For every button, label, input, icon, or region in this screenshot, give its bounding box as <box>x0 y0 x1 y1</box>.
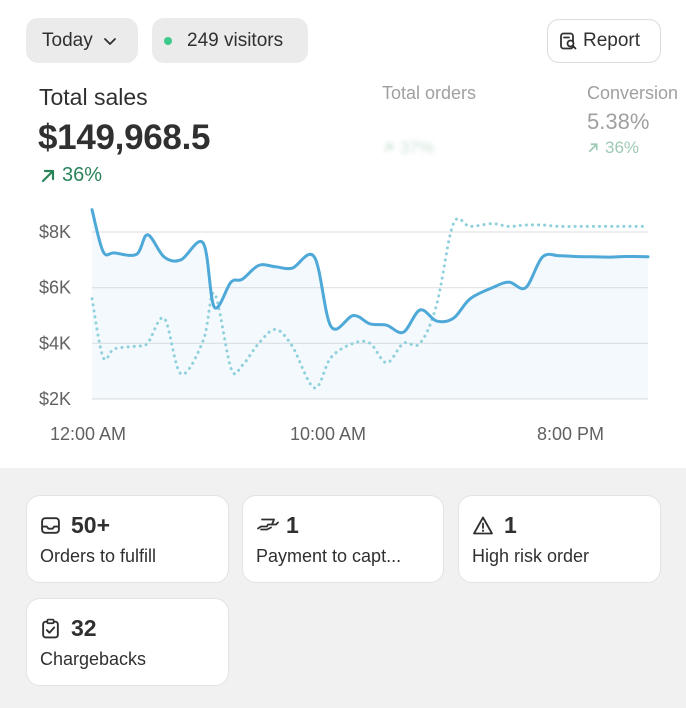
report-button[interactable]: Report <box>547 19 661 63</box>
orders-to-fulfill-card[interactable]: 50+ Orders to fulfill <box>26 495 229 583</box>
sales-series-line <box>90 208 650 335</box>
y-tick-label: $2K <box>39 389 71 409</box>
primary-series-area <box>92 209 648 399</box>
payment-hand-icon <box>257 518 279 531</box>
orders-to-fulfill-count: 50+ <box>71 512 111 538</box>
date-filter-label: Today <box>42 29 93 51</box>
high-risk-order-count: 1 <box>504 512 517 538</box>
report-label: Report <box>583 30 641 51</box>
orders-to-fulfill-label: Orders to fulfill <box>40 546 157 566</box>
analytics-panel: Today 249 visitors Report Total sales $1… <box>0 18 686 460</box>
live-status-dot <box>164 36 172 45</box>
sales-line-chart[interactable]: $2K $4K $6K $8K 12:00 AM 10:00 AM 8:00 PM <box>0 200 686 460</box>
comparison-series-line <box>90 217 650 390</box>
payment-to-capture-label: Payment to capt... <box>256 546 402 566</box>
action-cards-area: 50+ Orders to fulfill 1 Payment to capt.… <box>0 468 686 708</box>
conversion-value: 5.38% <box>587 109 650 134</box>
x-tick-label: 10:00 AM <box>290 424 366 444</box>
visitors-count: 249 visitors <box>187 29 284 51</box>
live-visitors-badge[interactable]: 249 visitors <box>152 18 308 63</box>
chargebacks-card[interactable]: 32 Chargebacks <box>26 598 229 686</box>
total-orders-delta-value: 37% <box>400 138 435 157</box>
total-sales-label: Total sales <box>39 84 148 110</box>
chargebacks-label: Chargebacks <box>40 649 147 669</box>
chargebacks-count: 32 <box>71 615 97 641</box>
conversion-delta-value: 36% <box>605 138 640 157</box>
total-sales-value: $149,968.5 <box>38 118 211 157</box>
y-tick-label: $4K <box>39 333 71 353</box>
total-orders-value <box>382 110 452 126</box>
total-sales-delta-value: 36% <box>62 164 103 186</box>
conversion-label[interactable]: Conversion <box>587 83 679 103</box>
conversion-delta: 36% <box>587 138 639 158</box>
high-risk-order-label: High risk order <box>472 546 590 566</box>
x-tick-label: 12:00 AM <box>50 424 126 444</box>
y-tick-label: $8K <box>39 222 71 242</box>
payment-to-capture-count: 1 <box>286 512 299 538</box>
date-filter-dropdown[interactable]: Today <box>26 18 138 63</box>
total-orders-delta: 37% <box>382 138 434 158</box>
y-tick-label: $6K <box>39 278 71 298</box>
chevron-down-icon <box>103 37 116 45</box>
arrow-up-right-icon <box>383 143 393 153</box>
report-icon <box>560 32 577 50</box>
y-axis-ticks: $2K $4K $6K $8K <box>39 222 71 409</box>
alert-triangle-icon <box>473 516 493 535</box>
high-risk-order-card[interactable]: 1 High risk order <box>458 495 661 583</box>
total-sales-delta: 36% <box>40 164 102 187</box>
inbox-icon <box>41 517 60 534</box>
clipboard-check-icon <box>42 618 59 639</box>
arrow-up-right-icon <box>41 169 55 182</box>
x-tick-label: 8:00 PM <box>537 424 604 444</box>
arrow-up-right-icon <box>588 143 598 153</box>
x-axis-ticks: 12:00 AM 10:00 AM 8:00 PM <box>50 424 604 444</box>
total-orders-label[interactable]: Total orders <box>382 83 477 103</box>
payment-to-capture-card[interactable]: 1 Payment to capt... <box>242 495 444 583</box>
